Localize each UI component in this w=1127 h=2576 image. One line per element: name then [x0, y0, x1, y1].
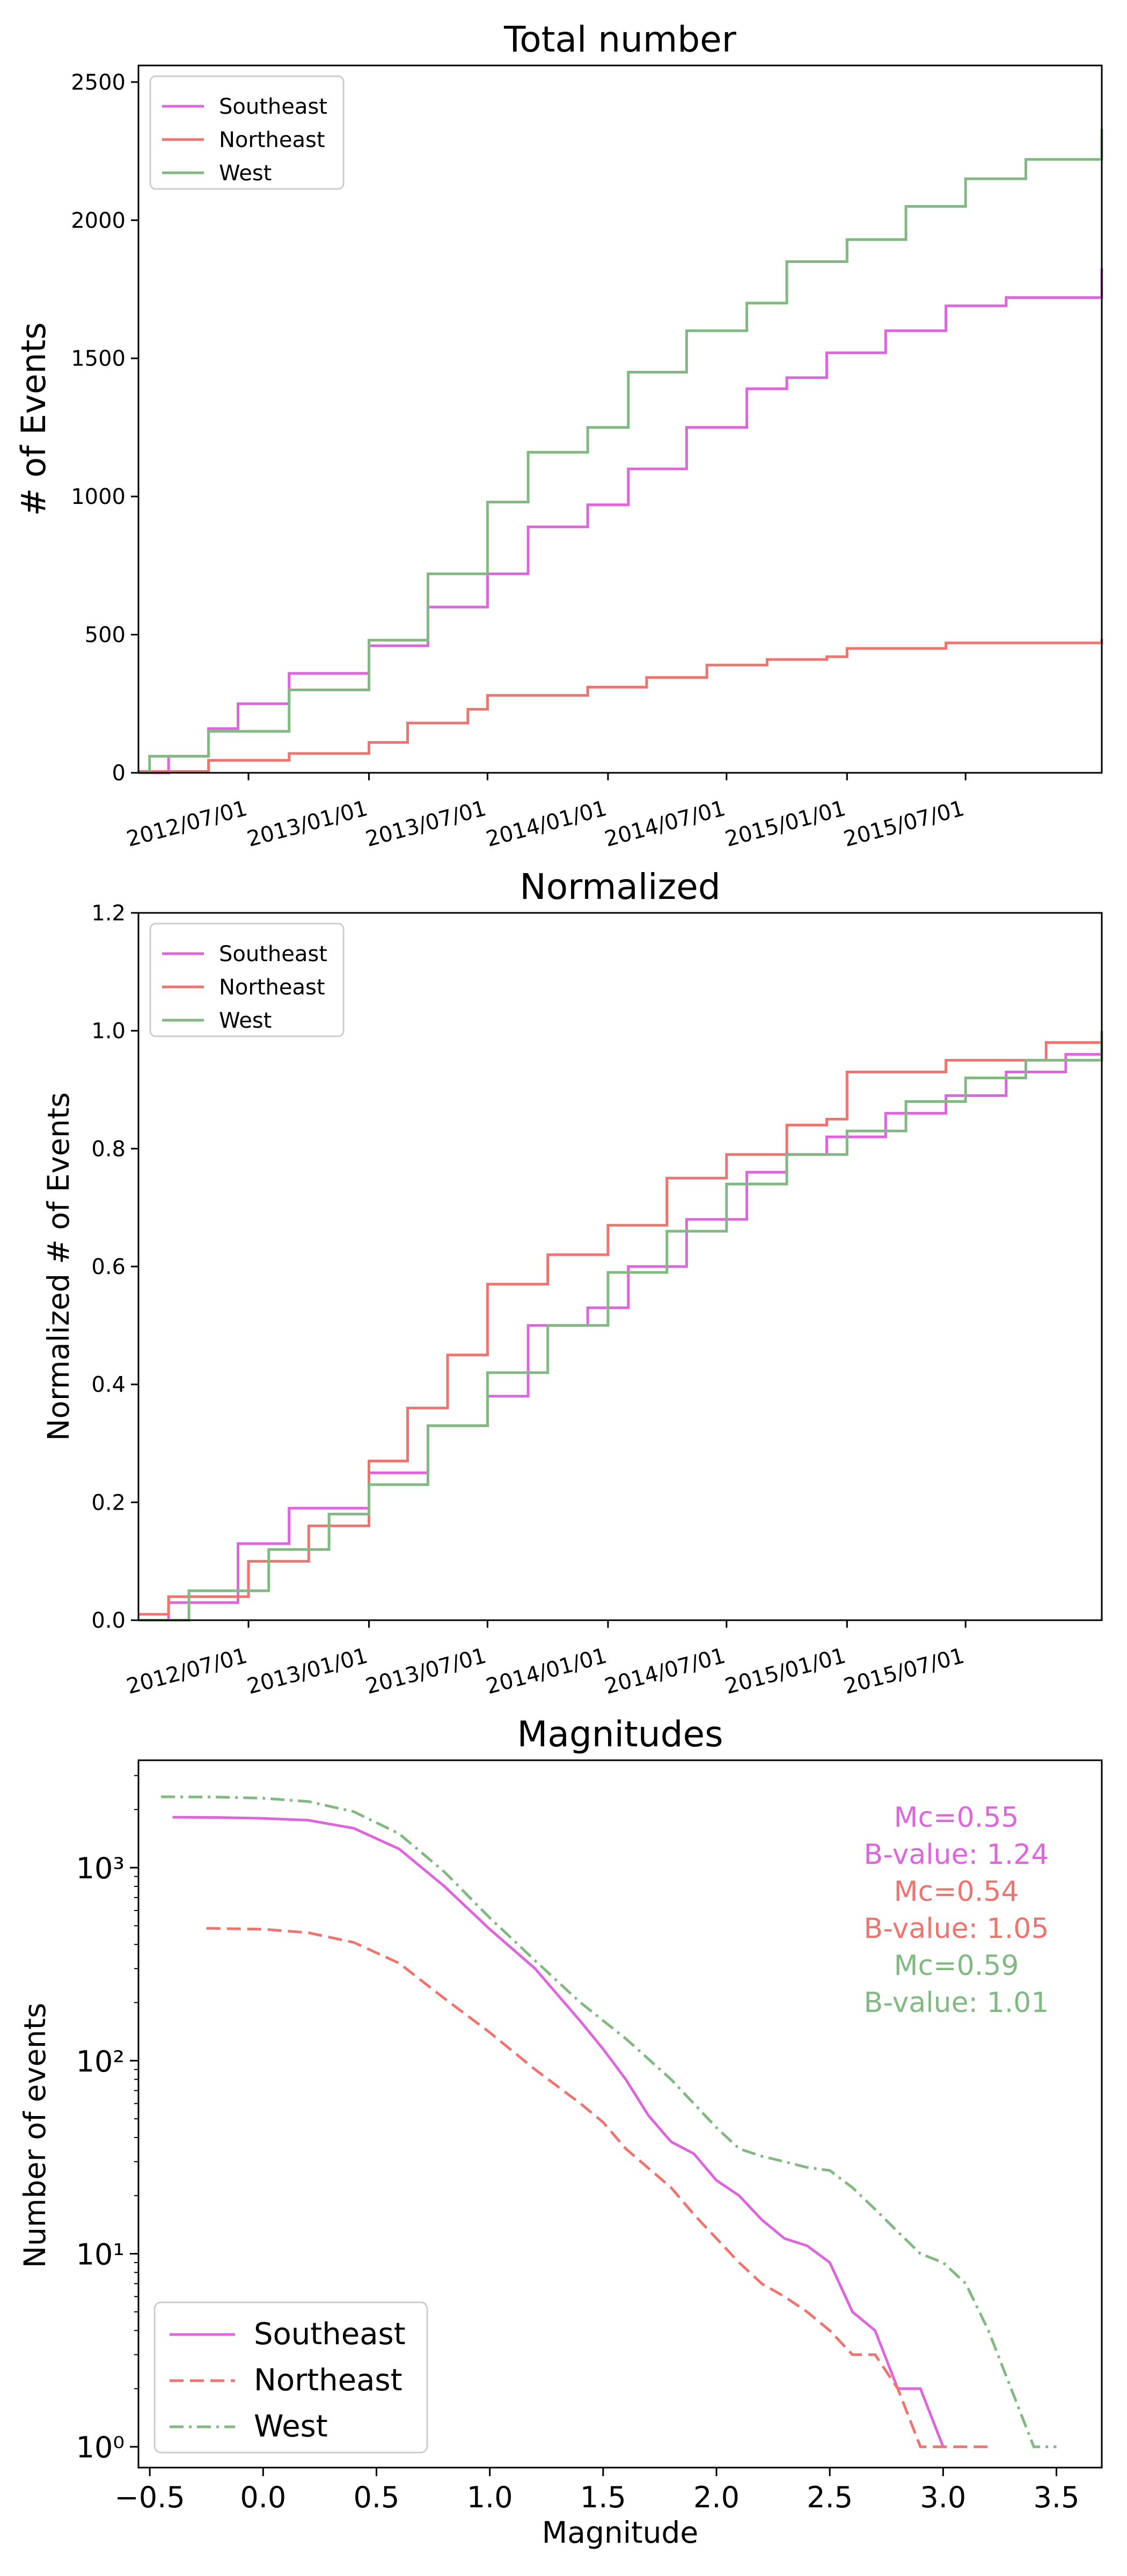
- series-line-northeast: [206, 1927, 989, 2448]
- legend-label: Southeast: [219, 94, 327, 119]
- legend: Southeast Northeast West: [153, 2301, 428, 2454]
- x-tick-label: 2012/07/01: [124, 1643, 250, 1699]
- legend-label: Northeast: [219, 128, 325, 152]
- x-tick-label: 2015/07/01: [841, 796, 967, 852]
- legend-label: Southeast: [254, 2317, 406, 2352]
- series-group: [138, 1030, 1103, 1622]
- series-line-southeast: [172, 1816, 945, 2448]
- chart-title: Total number: [503, 19, 737, 60]
- x-tick-label: 1.5: [580, 2480, 626, 2514]
- legend-frame: [149, 923, 345, 1037]
- x-tick-label: 2.5: [807, 2480, 853, 2514]
- panel-2: Normalized 0.0 0.2 0.4 0.6 0.8 1.0 1.2 2012/07/0…: [41, 866, 1103, 1699]
- x-tick-label: 2015/01/01: [722, 1643, 848, 1699]
- series-group: [161, 1795, 1057, 2448]
- y-axis-label: Number of events: [18, 2003, 52, 2268]
- x-tick-label: 2013/07/01: [363, 796, 489, 852]
- y-tick-label: 10²: [76, 2045, 125, 2079]
- series-line-southeast: [138, 1030, 1103, 1622]
- x-axis-label: Magnitude: [542, 2515, 698, 2550]
- y-tick-label: 10⁰: [76, 2431, 125, 2464]
- chart-title: Normalized: [519, 866, 720, 908]
- series-line-northeast: [138, 1030, 1103, 1616]
- legend-label: West: [219, 1008, 272, 1033]
- y-tick-label: 0.8: [91, 1137, 126, 1161]
- x-tick-label: 0.0: [240, 2480, 286, 2514]
- panel-3: Magnitudes 10⁰ 10¹ 10² 10³ −0.5 0.0 0.5 1.0 1.5 2.…: [18, 1714, 1103, 2550]
- series-line-west: [138, 129, 1103, 774]
- y-tick-label: 0.6: [91, 1255, 126, 1279]
- series-line-west: [161, 1795, 1057, 2448]
- legend-frame: [149, 75, 345, 190]
- x-tick-label: 2014/07/01: [602, 1643, 728, 1699]
- annotation-text: B-value: 1.24: [864, 1839, 1049, 1871]
- x-tick-label: 2.0: [693, 2480, 740, 2514]
- series-group: [138, 129, 1103, 774]
- x-tick-label: 2012/07/01: [124, 796, 250, 852]
- y-tick-label: 2000: [71, 208, 126, 233]
- x-tick-label: 3.0: [920, 2480, 966, 2514]
- series-line-west: [138, 1030, 1103, 1622]
- y-tick-label: 1.2: [91, 901, 126, 926]
- y-axis-label: # of Events: [14, 322, 53, 516]
- legend-label: West: [254, 2409, 328, 2444]
- x-tick-label: 2015/07/01: [841, 1643, 967, 1699]
- y-tick-label: 0.0: [91, 1608, 126, 1633]
- annotation-text: B-value: 1.05: [864, 1913, 1049, 1945]
- x-tick-label: 2014/01/01: [484, 796, 610, 852]
- x-tick-label: 2013/01/01: [245, 796, 371, 852]
- x-tick-label: 2014/01/01: [484, 1643, 610, 1699]
- x-tick-label: 2015/01/01: [722, 796, 848, 852]
- y-tick-label: 1000: [71, 485, 126, 509]
- mc-bvalue-annotations: Mc=0.55 B-value: 1.24 Mc=0.54 B-value: 1.05…: [864, 1802, 1049, 2019]
- annotation-text: B-value: 1.01: [864, 1987, 1049, 2019]
- plot-frame: [137, 1759, 1103, 2469]
- series-line-northeast: [138, 639, 1103, 773]
- x-tick-label: 2014/07/01: [602, 796, 728, 852]
- y-tick-label: 0.4: [91, 1373, 126, 1397]
- plot-frame: [137, 64, 1103, 774]
- legend-frame: [153, 2301, 428, 2454]
- y-tick-label: 10³: [76, 1851, 125, 1885]
- x-tick-label: 2013/07/01: [363, 1643, 489, 1699]
- legend-label: West: [219, 161, 272, 186]
- legend: Southeast Northeast West: [149, 923, 345, 1037]
- x-tick-label: 0.5: [354, 2480, 400, 2514]
- legend-label: Northeast: [219, 975, 325, 1000]
- legend-label: Southeast: [219, 942, 327, 967]
- y-tick-label: 10¹: [76, 2237, 125, 2271]
- annotation-text: Mc=0.55: [894, 1802, 1019, 1834]
- y-tick-label: 0: [112, 761, 126, 786]
- annotation-text: Mc=0.59: [894, 1950, 1019, 1982]
- legend: Southeast Northeast West: [149, 75, 345, 190]
- annotation-text: Mc=0.54: [894, 1876, 1019, 1908]
- y-tick-label: 1.0: [91, 1019, 126, 1044]
- y-tick-label: 2500: [71, 70, 126, 95]
- series-line-southeast: [138, 268, 1103, 774]
- x-tick-label: −0.5: [115, 2480, 185, 2514]
- y-tick-label: 0.2: [91, 1490, 126, 1515]
- panel-1: Total number 0 500 1000 1500 2000 2500 2012/07/…: [14, 19, 1103, 852]
- chart-title: Magnitudes: [517, 1714, 723, 1755]
- legend-label: Northeast: [254, 2363, 402, 2398]
- x-tick-label: 1.0: [467, 2480, 513, 2514]
- x-tick-label: 2013/01/01: [245, 1643, 371, 1699]
- x-tick-label: 3.5: [1034, 2480, 1080, 2514]
- y-tick-label: 1500: [71, 347, 126, 371]
- y-tick-label: 500: [85, 623, 126, 648]
- y-axis-label: Normalized # of Events: [41, 1092, 76, 1441]
